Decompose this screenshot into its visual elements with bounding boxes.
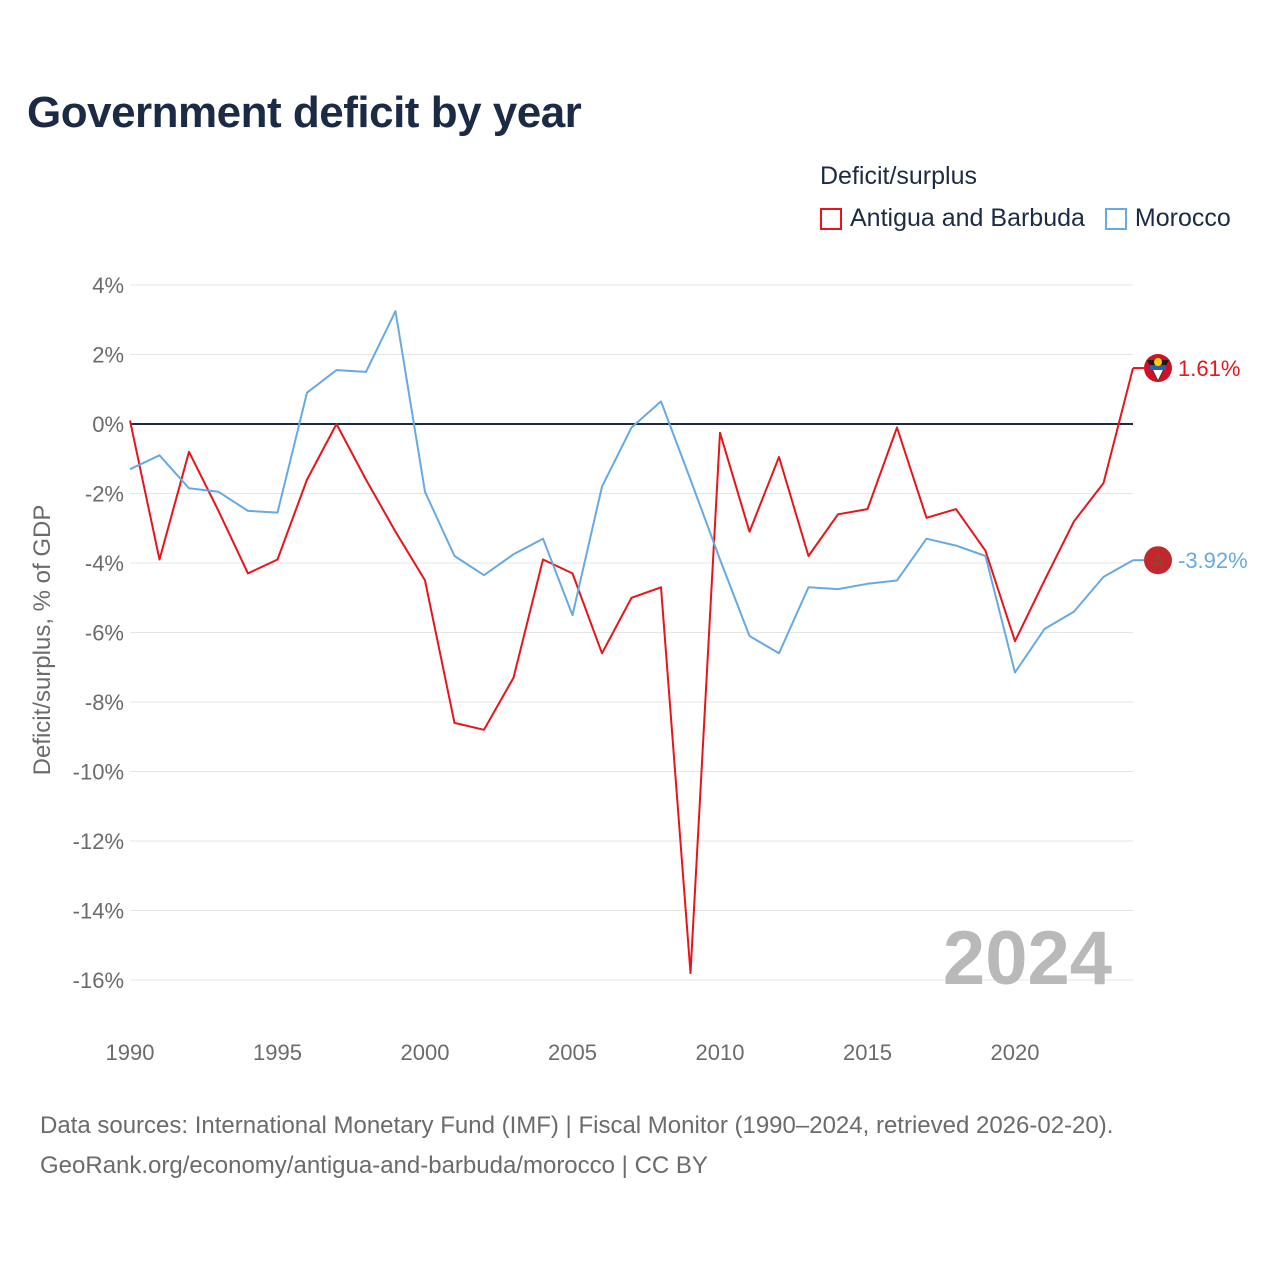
y-tick-label: 0% [92,412,124,437]
y-tick-label: -14% [73,899,124,924]
y-tick-label: -16% [73,968,124,993]
x-axis-ticks: 1990 1995 2000 2005 2010 2015 2020 [106,1040,1040,1065]
legend-title: Deficit/surplus [820,162,977,190]
series-lines [129,310,1134,975]
y-tick-label: 4% [92,273,124,298]
footer-link[interactable]: GeoRank.org/economy/antigua-and-barbuda/… [40,1152,708,1179]
y-tick-label: -8% [85,690,124,715]
gridlines [130,284,1133,981]
legend-item-antigua[interactable]: Antigua and Barbuda [820,204,1085,233]
x-tick-label: 2020 [991,1040,1040,1065]
legend-label-morocco: Morocco [1134,204,1231,232]
end-value-label: 1.61% [1178,356,1240,381]
y-tick-label: -2% [85,482,124,507]
legend: Antigua and Barbuda Morocco [820,204,1251,233]
footer-sources: Data sources: International Monetary Fun… [40,1112,1114,1139]
y-tick-label: -12% [73,829,124,854]
x-tick-label: 2015 [843,1040,892,1065]
y-tick-label: -6% [85,621,124,646]
legend-item-morocco[interactable]: Morocco [1104,204,1231,233]
end-value-label: -3.92% [1178,548,1248,573]
y-tick-label: -4% [85,551,124,576]
svg-text:☆: ☆ [1151,551,1165,570]
end-markers: 1.61% ☆ -3.92% [1133,354,1248,575]
y-axis-title: Deficit/surplus, % of GDP [29,505,56,776]
line-chart: 4%2%0%-2%-4%-6%-8%-10%-12%-14%-16% 1990 1… [29,273,1248,1065]
x-tick-label: 2000 [401,1040,450,1065]
footer: Data sources: International Monetary Fun… [40,1106,1113,1186]
x-tick-label: 2010 [696,1040,745,1065]
x-tick-label: 2005 [548,1040,597,1065]
y-axis-ticks: 4% 2% 0% -2% -4% -6% -8% -10% -12% -14% -16% [73,273,124,993]
y-tick-label: 2% [92,343,124,368]
flag-morocco-icon: ☆ [1144,546,1172,575]
legend-swatch-morocco [1104,207,1127,230]
year-watermark: 2024 [943,916,1112,1001]
x-tick-label: 1990 [106,1040,155,1065]
x-tick-label: 1995 [253,1040,302,1065]
legend-label-antigua: Antigua and Barbuda [850,204,1085,232]
y-tick-label: -10% [73,760,124,785]
chart-title: Government deficit by year [27,88,582,137]
series-line-morocco[interactable] [129,310,1134,674]
legend-swatch-antigua [820,207,842,230]
flag-antigua-icon [1144,354,1172,383]
series-line-antigua[interactable] [129,367,1134,975]
